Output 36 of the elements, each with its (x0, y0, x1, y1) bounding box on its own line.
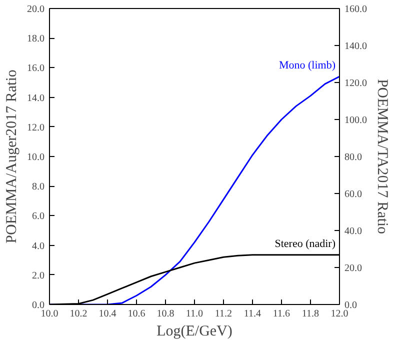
y2-tick-label: 140.0 (344, 41, 367, 52)
y2-tick-label: 0.0 (344, 300, 357, 311)
x-tick-label: 11.0 (186, 308, 204, 320)
y2-tick-label: 160.0 (344, 4, 367, 15)
y-tick-label: 14.0 (27, 92, 44, 104)
x-tick-label: 11.6 (272, 308, 290, 320)
y-tick-label: 2.0 (32, 270, 44, 282)
y-tick-label: 10.0 (27, 152, 44, 163)
x-tick-label: 11.8 (302, 308, 320, 320)
y2-tick-label: 80.0 (344, 152, 362, 163)
y-tick-label: 16.0 (27, 63, 44, 74)
x-tick-label: 12.0 (330, 308, 348, 320)
x-tick-label: 10.2 (70, 308, 88, 320)
y2-tick-label: 40.0 (344, 226, 362, 237)
series-label: Stereo (nadir) (274, 238, 336, 250)
series-label: Mono (limb) (278, 60, 336, 72)
x-tick-label: 10.8 (156, 308, 174, 320)
y-axis-title: POEMMA/Auger2017 Ratio (4, 70, 20, 244)
y-tick-label: 6.0 (32, 211, 44, 222)
y2-tick-label: 100.0 (344, 115, 367, 126)
y2-tick-label: 120.0 (344, 78, 367, 89)
y-tick-label: 18.0 (27, 34, 44, 45)
x-tick-label: 11.4 (244, 308, 262, 320)
x-tick-label: 10.0 (40, 308, 58, 320)
x-tick-label: 10.4 (98, 308, 116, 320)
y-tick-label: 8.0 (32, 182, 44, 193)
y2-tick-label: 60.0 (344, 189, 362, 200)
y-tick-label: 20.0 (27, 4, 44, 15)
y-tick-label: 12.0 (27, 122, 44, 134)
y2-tick-label: 20.0 (344, 263, 362, 274)
y-tick-label: 4.0 (32, 240, 44, 252)
x-tick-label: 11.2 (214, 308, 232, 320)
x-tick-label: 10.6 (128, 308, 146, 320)
y-tick-label: 0.0 (32, 300, 44, 311)
y2-axis-title: POEMMA/TA2017 Ratio (374, 78, 390, 234)
x-axis-title: Log(E/GeV) (156, 324, 232, 340)
